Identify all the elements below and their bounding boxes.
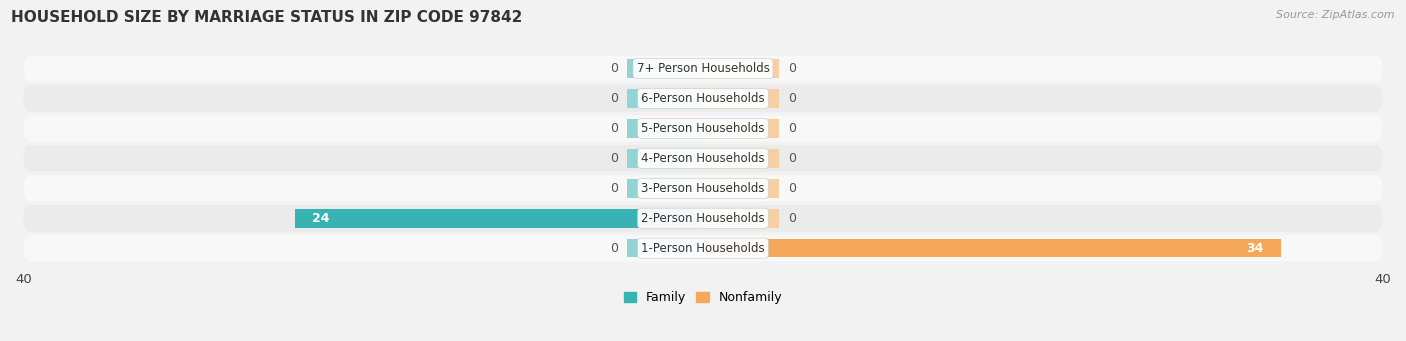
Text: 0: 0 [610,62,619,75]
Bar [703,89,779,108]
Text: 4-Person Households: 4-Person Households [641,152,765,165]
Bar [703,149,779,168]
Text: 0: 0 [787,182,796,195]
Bar [703,59,779,78]
Bar [295,209,703,227]
Text: 24: 24 [312,212,330,225]
Bar [627,149,703,168]
Bar [627,239,703,257]
Text: 0: 0 [610,242,619,255]
Text: 0: 0 [787,212,796,225]
Bar [627,179,703,197]
Text: 34: 34 [1246,242,1264,255]
Text: 0: 0 [787,152,796,165]
FancyBboxPatch shape [24,175,1382,202]
Text: 0: 0 [610,152,619,165]
Text: 6-Person Households: 6-Person Households [641,92,765,105]
Text: 5-Person Households: 5-Person Households [641,122,765,135]
Bar [627,119,703,138]
Text: 0: 0 [610,182,619,195]
Bar [703,209,779,227]
Text: 0: 0 [787,92,796,105]
FancyBboxPatch shape [24,235,1382,262]
FancyBboxPatch shape [24,205,1382,232]
FancyBboxPatch shape [24,145,1382,172]
Text: HOUSEHOLD SIZE BY MARRIAGE STATUS IN ZIP CODE 97842: HOUSEHOLD SIZE BY MARRIAGE STATUS IN ZIP… [11,10,523,25]
Bar [627,59,703,78]
Text: 7+ Person Households: 7+ Person Households [637,62,769,75]
Text: 3-Person Households: 3-Person Households [641,182,765,195]
Text: 0: 0 [610,122,619,135]
FancyBboxPatch shape [24,55,1382,82]
Text: Source: ZipAtlas.com: Source: ZipAtlas.com [1277,10,1395,20]
Legend: Family, Nonfamily: Family, Nonfamily [619,286,787,310]
Bar [703,239,1281,257]
Text: 2-Person Households: 2-Person Households [641,212,765,225]
Text: 0: 0 [787,122,796,135]
Bar [703,119,779,138]
Text: 1-Person Households: 1-Person Households [641,242,765,255]
Text: 0: 0 [787,62,796,75]
Bar [703,179,779,197]
FancyBboxPatch shape [24,115,1382,142]
FancyBboxPatch shape [24,85,1382,112]
Bar [627,89,703,108]
Text: 0: 0 [610,92,619,105]
